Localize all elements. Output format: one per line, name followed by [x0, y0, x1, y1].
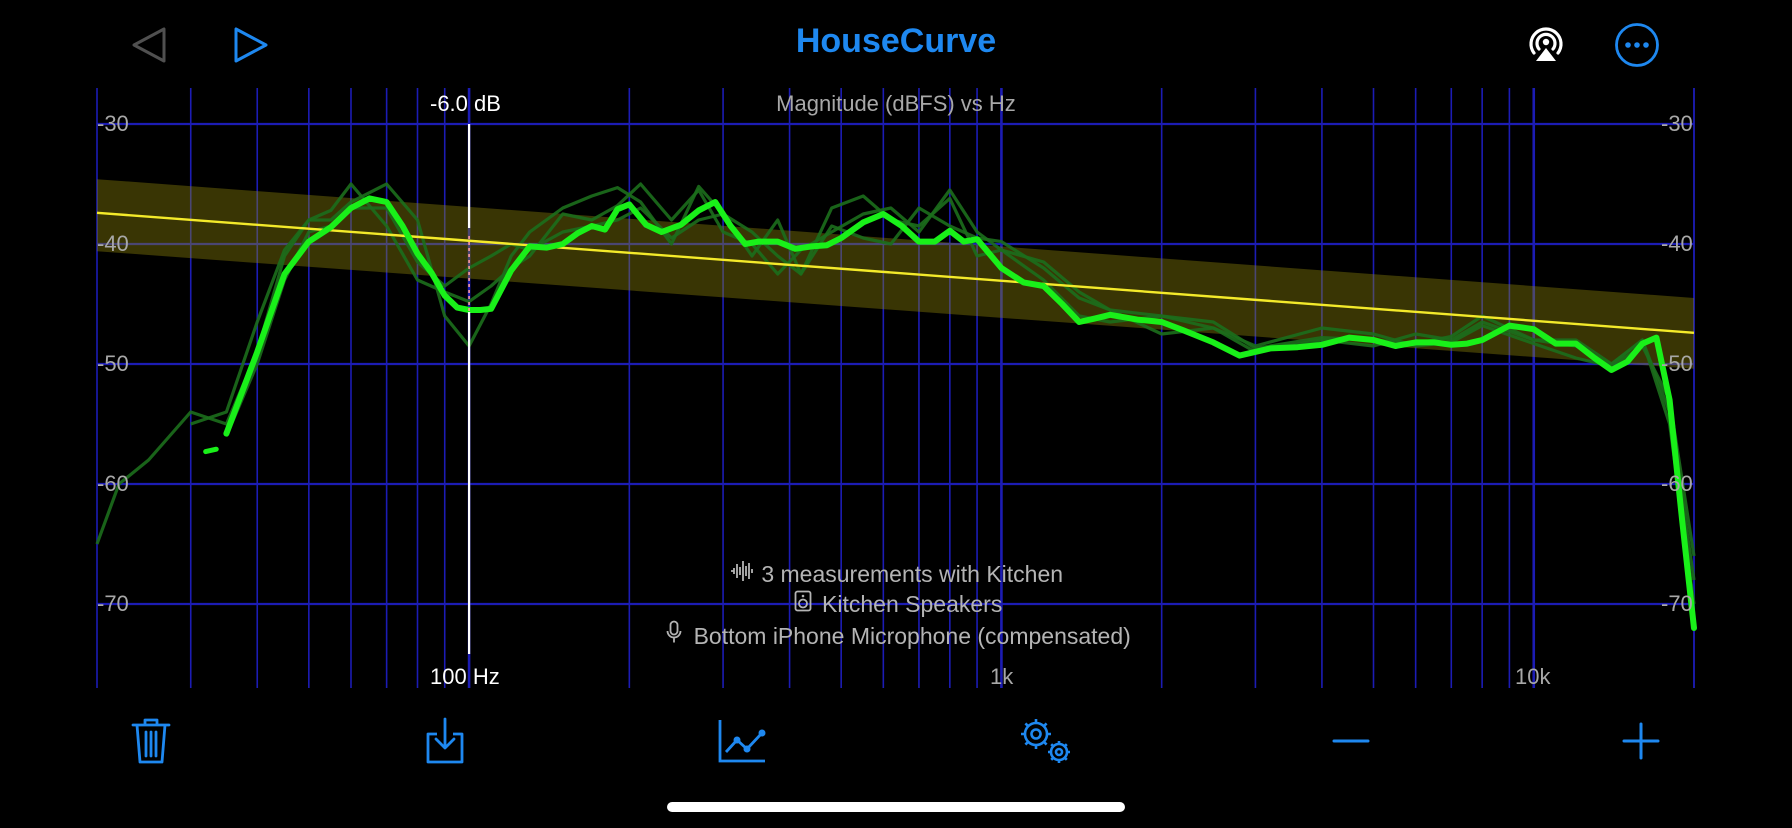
cursor-frequency-label: 100 Hz	[430, 664, 500, 689]
measurement-count-info: 3 measurements with Kitchen	[0, 560, 1792, 588]
target-curve-line	[96, 211, 1695, 334]
airplay-button[interactable]	[1522, 20, 1570, 68]
microphone-icon	[661, 620, 687, 650]
minus-icon	[1332, 739, 1370, 743]
microphone-text: Bottom iPhone Microphone (compensated)	[693, 623, 1131, 649]
chart-title: Magnitude (dBFS) vs Hz	[776, 91, 1016, 116]
chart-view-button[interactable]	[716, 714, 768, 768]
speaker-info: Kitchen Speakers	[0, 590, 1792, 618]
delete-button[interactable]	[126, 714, 176, 768]
cursor-value-label: -6.0 dB	[430, 91, 501, 116]
measurement-curve	[95, 182, 1696, 605]
magnitude-chart[interactable]	[0, 80, 1792, 700]
ellipsis-circle-icon	[1615, 23, 1659, 67]
zoom-out-button[interactable]	[1326, 714, 1376, 768]
x-tick-label-10k: 10k	[1515, 664, 1551, 689]
back-button[interactable]	[126, 22, 172, 68]
speaker-icon	[790, 590, 816, 618]
y-tick-label-left: -70	[97, 591, 129, 616]
microphone-info: Bottom iPhone Microphone (compensated)	[0, 620, 1792, 650]
top-toolbar: HouseCurve	[0, 0, 1792, 88]
play-button[interactable]	[228, 22, 274, 68]
gears-icon	[1021, 719, 1070, 763]
low-frequency-fragment	[203, 446, 219, 455]
home-indicator	[667, 802, 1125, 812]
measurement-count-text: 3 measurements with Kitchen	[761, 561, 1064, 587]
y-tick-label-left: -50	[97, 351, 129, 376]
app-title: HouseCurve	[795, 22, 997, 60]
speaker-text: Kitchen Speakers	[822, 591, 1003, 617]
y-tick-label-left: -40	[97, 231, 129, 256]
y-tick-label-left: -60	[97, 471, 129, 496]
plus-icon	[1622, 722, 1660, 760]
more-button[interactable]	[1612, 20, 1662, 70]
tray-arrow-down-icon	[426, 717, 464, 764]
y-tick-label-right: -60	[1661, 471, 1693, 496]
bottom-toolbar	[0, 700, 1792, 790]
play-icon	[234, 27, 268, 63]
airplay-audio-icon	[1529, 27, 1563, 61]
average-curve	[223, 195, 1697, 631]
export-button[interactable]	[420, 714, 470, 768]
x-tick-label-1k: 1k	[990, 664, 1014, 689]
zoom-in-button[interactable]	[1616, 714, 1666, 768]
y-tick-label-right: -30	[1661, 111, 1693, 136]
triangle-left-icon	[132, 27, 166, 63]
waveform-icon	[729, 560, 755, 588]
trash-icon	[131, 718, 171, 764]
settings-button[interactable]	[1016, 714, 1076, 768]
y-tick-label-right: -70	[1661, 591, 1693, 616]
line-chart-icon	[718, 720, 766, 763]
y-tick-label-left: -30	[97, 111, 129, 136]
y-tick-label-right: -50	[1661, 351, 1693, 376]
y-tick-label-right: -40	[1661, 231, 1693, 256]
